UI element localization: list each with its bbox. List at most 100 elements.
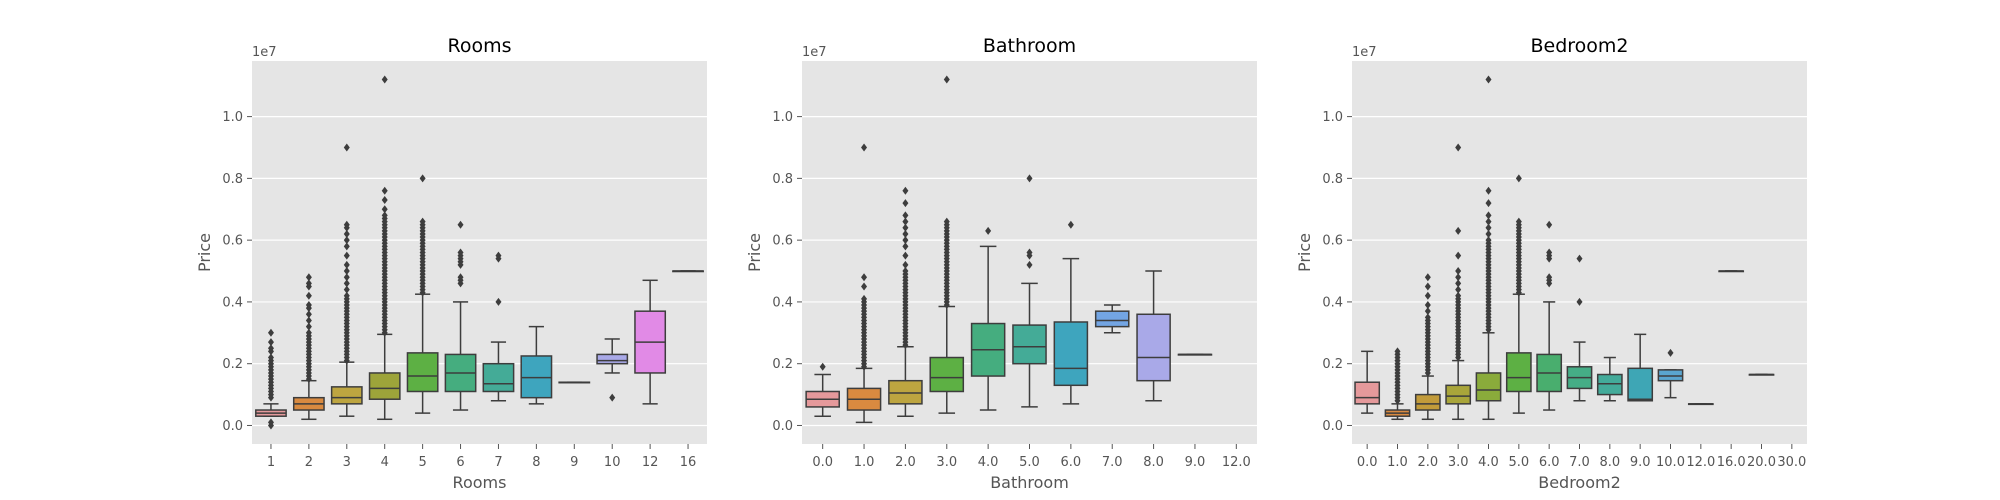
outlier [819,362,826,371]
box-1.0 [1384,347,1411,421]
grid-lines [252,115,707,427]
outlier [609,393,616,402]
outlier [343,143,350,152]
boxes [805,75,1213,424]
box-10.0 [1657,348,1684,399]
outlier [267,344,274,353]
box-20.0 [1748,373,1775,376]
y-tick-label: 0.4 [1322,295,1343,310]
x-tick-label: 1 [267,455,275,470]
outlier [419,217,426,226]
box-iqr [482,362,515,393]
boxes [255,75,704,430]
outlier [1394,347,1401,356]
x-tick-label: 3 [343,455,351,470]
x-tick-label: 3.0 [1448,455,1469,470]
outlier [1067,220,1074,229]
y-offset-label: 1e7 [802,45,827,60]
outlier [381,205,388,214]
subplot-bathroom: 0.0 0.2 0.4 0.6 0.8 1.0 0.0 1.0 2.0 3.0 4.0 5.0 6.0… [745,35,1257,492]
outlier [305,316,312,325]
y-tick-label: 1.0 [772,110,793,125]
box-3 [330,143,363,417]
x-ticks: 1 2 3 4 5 6 7 8 9 10 12 16 [267,444,696,470]
box-0.0 [805,362,840,417]
outlier [1455,251,1462,260]
outlier [343,251,350,260]
plot-area [252,61,707,444]
box-iqr [1596,373,1623,396]
outlier [343,242,350,251]
box-12.0 [1687,403,1714,406]
x-tick-label: 5.0 [1508,455,1529,470]
x-tick-label: 16.0 [1717,455,1746,470]
x-axis-label: Bedroom2 [1538,473,1621,492]
x-ticks: 0.0 1.0 2.0 3.0 4.0 5.0 6.0 7.0 8.0 9.0 10.0 12.0 16… [1357,444,1806,470]
x-tick-label: 10 [604,455,621,470]
box-16 [672,270,704,273]
outlier [1485,211,1492,220]
outlier [1546,273,1553,282]
outlier [1455,226,1462,235]
box-iqr [1136,313,1171,382]
box-5.0 [1012,174,1047,408]
box-5 [406,174,439,414]
chart-title: Bedroom2 [1530,35,1628,57]
outlier [381,186,388,195]
outlier [1455,285,1462,294]
outlier [381,75,388,84]
box-8.0 [1136,270,1171,402]
x-tick-label: 30.0 [1777,455,1806,470]
box-iqr [1414,393,1441,411]
y-axis-label: Price [195,233,214,272]
outlier [381,195,388,204]
box-iqr [1505,352,1532,393]
box-2.0 [1414,273,1441,421]
outlier [305,279,312,288]
y-offset-label: 1e7 [1352,45,1377,60]
outlier [902,251,909,260]
outlier [1515,217,1522,226]
box-4.0 [1475,75,1502,421]
box-9.0 [1177,353,1213,356]
box-2.0 [888,186,923,417]
outlier [267,338,274,347]
y-tick-label: 0.6 [1322,234,1343,249]
x-tick-label: 4 [381,455,389,470]
outlier [1424,282,1431,291]
x-tick-label: 6.0 [1061,455,1082,470]
box-iqr [1094,310,1130,328]
outlier [902,211,909,220]
x-tick-label: 7.0 [1569,455,1590,470]
outlier [1455,273,1462,282]
y-tick-label: 0.2 [772,357,793,372]
outlier [343,273,350,282]
box-iqr [368,372,401,400]
x-tick-label: 4.0 [1478,455,1499,470]
y-tick-label: 0.2 [222,357,243,372]
outlier [1455,267,1462,276]
box-iqr [406,352,439,393]
chart-title: Rooms [447,35,511,57]
y-tick-label: 0.4 [772,295,793,310]
x-tick-label: 9.0 [1630,455,1651,470]
box-6.0 [1536,220,1563,411]
outlier [343,267,350,276]
x-tick-label: 8.0 [1599,455,1620,470]
x-tick-label: 1.0 [854,455,875,470]
outlier [305,273,312,282]
x-tick-label: 12.0 [1222,455,1251,470]
box-6 [444,220,477,411]
y-tick-label: 1.0 [1322,110,1343,125]
outlier [495,251,502,260]
outlier [1455,291,1462,300]
outlier [1424,313,1431,322]
x-tick-label: 6 [456,455,464,470]
x-tick-label: 6.0 [1539,455,1560,470]
x-tick-label: 1.0 [1387,455,1408,470]
outlier [305,322,312,331]
outlier [943,217,950,226]
outlier [495,297,502,306]
outlier [267,328,274,337]
